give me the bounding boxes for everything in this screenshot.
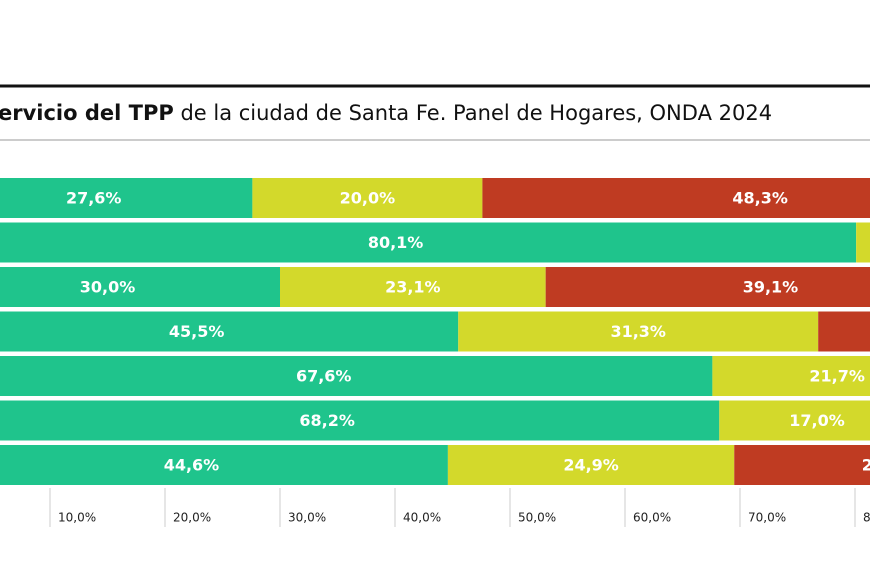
title-rest: de la ciudad de Santa Fe. Panel de Hogar… xyxy=(174,101,772,125)
x-tick-label: 10,0% xyxy=(58,511,96,525)
x-tick-label: 50,0% xyxy=(518,511,556,525)
bar-segment xyxy=(0,222,857,263)
value-label: 21,7% xyxy=(809,367,865,386)
chart-title: ervicio del TPP de la ciudad de Santa Fe… xyxy=(0,101,772,125)
value-label: 27,6% xyxy=(66,189,122,208)
value-label: 17,0% xyxy=(789,411,845,430)
value-label: 44,6% xyxy=(164,456,220,475)
bar-segment xyxy=(252,178,483,218)
value-label: 30,0% xyxy=(80,278,136,297)
value-label: 67,6% xyxy=(296,367,352,386)
bar-segment xyxy=(734,445,870,485)
x-tick-label: 30,0% xyxy=(288,511,326,525)
value-label: 24,9% xyxy=(563,456,619,475)
bar-segment xyxy=(0,178,253,218)
bar-segment xyxy=(447,445,735,485)
value-label: 39,1% xyxy=(743,278,799,297)
x-tick-label: 20,0% xyxy=(173,511,211,525)
value-label: 48,3% xyxy=(732,189,788,208)
bar-segment xyxy=(719,400,870,441)
value-label: 45,5% xyxy=(169,322,225,341)
bar-segment xyxy=(458,311,819,352)
value-label: 20,0% xyxy=(340,189,396,208)
value-label: 80,1% xyxy=(368,233,424,252)
value-label: 31,3% xyxy=(610,322,666,341)
bar-segment xyxy=(0,267,280,307)
bar-segment xyxy=(818,311,870,352)
value-label: 23,1% xyxy=(385,278,441,297)
bar-segment xyxy=(482,178,870,218)
value-label: 68,2% xyxy=(299,411,355,430)
bar-segment xyxy=(545,267,870,307)
bar-segment xyxy=(856,222,870,263)
bar-segment xyxy=(280,267,546,307)
x-tick-label: 80,0% xyxy=(863,511,870,525)
bar-segment xyxy=(0,400,720,441)
x-tick-label: 40,0% xyxy=(403,511,441,525)
x-tick-label: 60,0% xyxy=(633,511,671,525)
bar-segment xyxy=(0,445,448,485)
title-bold: ervicio del TPP xyxy=(0,101,174,125)
bar-segment xyxy=(712,356,870,396)
bar-segment xyxy=(0,311,459,352)
x-tick-label: 70,0% xyxy=(748,511,786,525)
bar-segment xyxy=(0,356,713,396)
value-label: 27,0% xyxy=(862,456,870,475)
